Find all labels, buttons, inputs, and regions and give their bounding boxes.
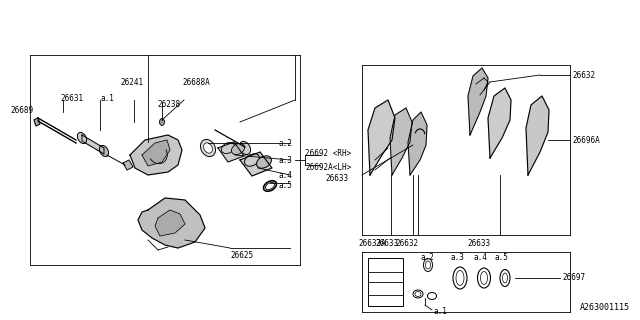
Polygon shape	[488, 88, 511, 158]
Text: 26696A: 26696A	[572, 135, 600, 145]
Ellipse shape	[200, 140, 216, 156]
Ellipse shape	[257, 156, 271, 168]
Polygon shape	[155, 210, 185, 236]
Text: 26633: 26633	[375, 238, 398, 247]
Text: 26689: 26689	[10, 106, 33, 115]
Polygon shape	[408, 112, 427, 175]
Text: a.3: a.3	[278, 156, 292, 164]
Polygon shape	[34, 118, 40, 126]
Text: 26632: 26632	[572, 70, 595, 79]
Polygon shape	[240, 152, 272, 176]
Text: 26692 <RH>: 26692 <RH>	[305, 148, 351, 157]
Ellipse shape	[159, 118, 164, 125]
Polygon shape	[526, 96, 549, 175]
Text: 26633: 26633	[325, 173, 348, 182]
Text: 26692A<LH>: 26692A<LH>	[305, 163, 351, 172]
Text: a.1: a.1	[433, 308, 447, 316]
Ellipse shape	[99, 145, 109, 156]
Polygon shape	[368, 100, 395, 175]
Polygon shape	[390, 108, 412, 175]
Text: a.2: a.2	[420, 252, 434, 261]
Polygon shape	[123, 160, 133, 170]
Text: 26688A: 26688A	[182, 77, 210, 86]
Text: a.5: a.5	[278, 180, 292, 189]
Ellipse shape	[204, 143, 212, 153]
Polygon shape	[130, 135, 182, 175]
Text: 26697: 26697	[562, 274, 585, 283]
Bar	[368, 258, 403, 306]
Text: 26632: 26632	[395, 238, 418, 247]
Text: a.3: a.3	[450, 252, 464, 261]
Text: a.5: a.5	[494, 252, 508, 261]
Text: a.4: a.4	[278, 171, 292, 180]
Ellipse shape	[77, 132, 86, 144]
Ellipse shape	[221, 142, 234, 154]
Text: a.1: a.1	[100, 93, 114, 102]
Polygon shape	[138, 198, 205, 248]
Polygon shape	[142, 140, 170, 166]
Polygon shape	[468, 68, 488, 135]
Ellipse shape	[244, 154, 259, 166]
Text: a.2: a.2	[278, 139, 292, 148]
Polygon shape	[82, 135, 104, 154]
Text: 26625: 26625	[230, 251, 253, 260]
Text: 26633: 26633	[467, 238, 490, 247]
Polygon shape	[218, 142, 244, 162]
Ellipse shape	[232, 143, 244, 155]
Text: 26241: 26241	[120, 77, 143, 86]
Text: 26633A: 26633A	[358, 238, 386, 247]
Text: A263001115: A263001115	[580, 303, 630, 312]
Text: a.4: a.4	[473, 252, 487, 261]
Text: 26631: 26631	[60, 93, 83, 102]
Text: 26238: 26238	[157, 100, 180, 108]
Ellipse shape	[239, 141, 251, 155]
